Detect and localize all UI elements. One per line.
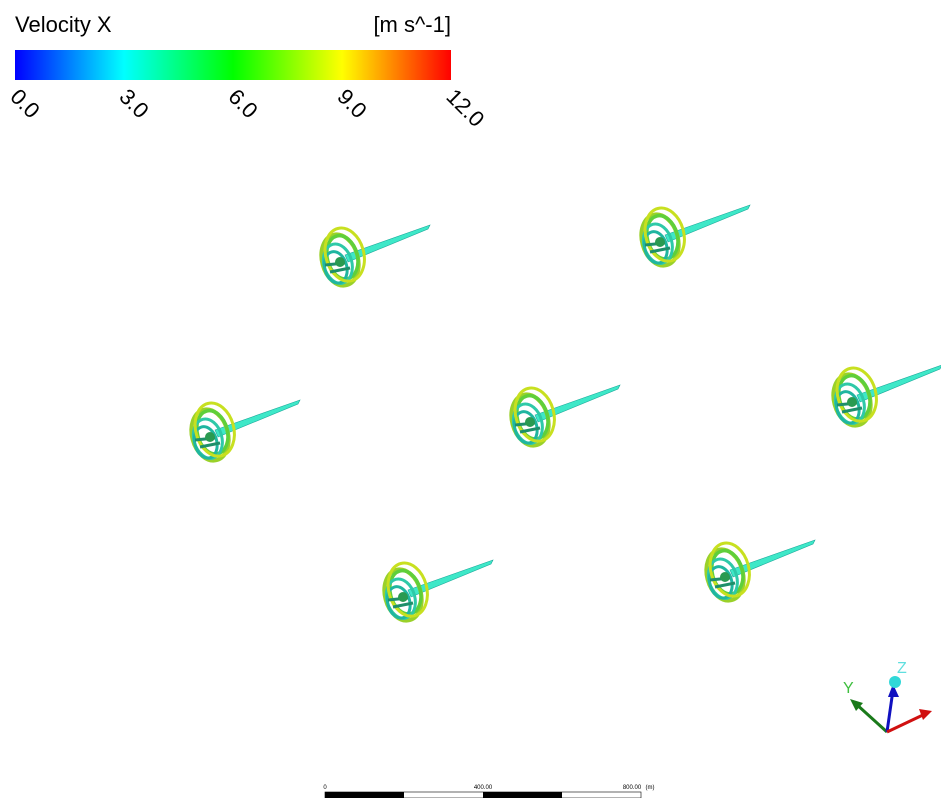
turbine [698,536,817,607]
scale-label: (m) [646,785,655,791]
turbine [183,396,302,467]
scale-bar: 0 400.00 800.00 (m) [323,785,655,798]
turbine [633,201,752,272]
axis-triad: Y Z [843,660,932,734]
legend-title: Velocity X [15,12,112,37]
legend-tick-label: 9.0 [332,84,371,123]
legend-tick-label: 3.0 [114,84,153,123]
legend-tick-label: 12.0 [441,84,489,132]
scale-label: 800.00 [623,785,642,791]
legend-tick-label: 6.0 [223,84,262,123]
turbine [825,361,941,432]
axis-label: Y [843,680,854,697]
axis-label: Z [897,660,907,677]
legend-tick-label: 0.0 [5,84,44,123]
scale-label: 400.00 [474,785,493,791]
color-bar [15,50,451,80]
color-legend: Velocity X [m s^-1] 0.0 3.0 6.0 9.0 12.0 [5,12,489,132]
legend-unit: [m s^-1] [373,12,451,37]
turbine [503,381,622,452]
turbines [183,201,941,627]
scale-label: 0 [323,785,327,791]
turbine [313,221,432,292]
turbine [376,556,495,627]
